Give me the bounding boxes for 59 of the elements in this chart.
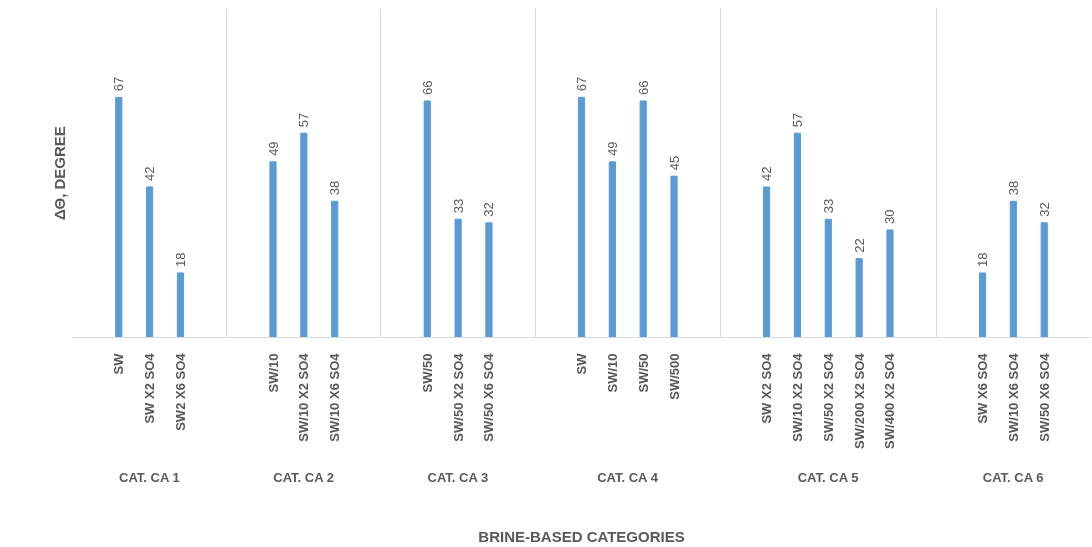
x-axis-title: CAT. CA 6 [982,469,1044,485]
x-tick-label: SW/10 X2 SO4 [296,352,312,442]
data-label: 42 [759,166,775,181]
x-tick-label: SW/500 [666,353,682,400]
x-tick-label: SW/50 X6 SO4 [1036,352,1052,442]
x-tick-label: SW X2 SO4 [142,352,158,424]
bar [670,175,678,338]
x-tick-label: SW/10 X2 SO4 [789,352,805,442]
x-tick-label: SW/50 [635,353,651,393]
data-label: 67 [111,76,127,92]
data-label: 66 [419,80,435,95]
x-tick-label: SW X6 SO4 [975,352,991,424]
bar [763,186,771,338]
x-tick-label: SW/10 [604,353,620,393]
x-tick-label: SW [574,352,589,375]
x-tick-label: SW/50 X6 SO4 [481,352,497,442]
data-label: 66 [635,80,651,95]
x-tick-label: SW X2 SO4 [759,352,775,424]
x-tick-label: SW2 X6 SO4 [172,352,188,431]
x-tick-label: SW/50 [419,353,435,393]
x-tick-label: SW/50 X2 SO4 [450,352,466,442]
data-label: 49 [265,141,281,156]
bar [855,258,863,338]
data-label: 32 [481,202,497,217]
bar [793,132,802,338]
data-label: 22 [851,238,867,253]
x-tick-label: SW/10 X6 SO4 [1005,352,1021,442]
bar [886,229,894,338]
data-label: 33 [450,198,466,214]
bar [577,96,586,338]
data-label: 57 [789,112,805,128]
x-axis-title: CAT. CA 1 [119,469,180,485]
x-tick-label: SW/400 X2 SO4 [882,352,898,449]
bar [824,218,832,338]
data-label: 32 [1036,202,1052,217]
data-label: 33 [820,198,836,214]
text: BRINE-BASED CATEGORIES [478,527,685,545]
data-label: 57 [296,112,312,128]
x-axis-title: CAT. CA 4 [597,469,659,485]
data-label: 67 [574,76,589,92]
data-label: 30 [882,209,898,224]
data-label: 42 [142,166,158,181]
data-label: 45 [666,155,682,171]
bar [608,161,616,338]
data-label: 18 [975,252,991,267]
x-tick-label: SW/10 [265,353,281,393]
data-label: 49 [604,141,620,156]
data-label: 38 [327,180,343,196]
x-axis-title: CAT. CA 2 [273,469,334,485]
x-tick-label: SW/10 X6 SO4 [327,352,343,442]
x-tick-label: SW/50 X2 SO4 [820,352,836,442]
x-tick-label: SW [111,352,127,375]
data-label: 38 [1005,180,1021,196]
x-axis-title: CAT. CA 5 [797,469,859,485]
bar [639,100,647,338]
x-tick-label: SW/200 X2 SO4 [851,352,867,449]
x-axis-title: CAT. CA 3 [427,469,489,485]
y-axis-title: ΔΘ, DEGREE [50,126,68,220]
data-label: 18 [172,252,188,267]
